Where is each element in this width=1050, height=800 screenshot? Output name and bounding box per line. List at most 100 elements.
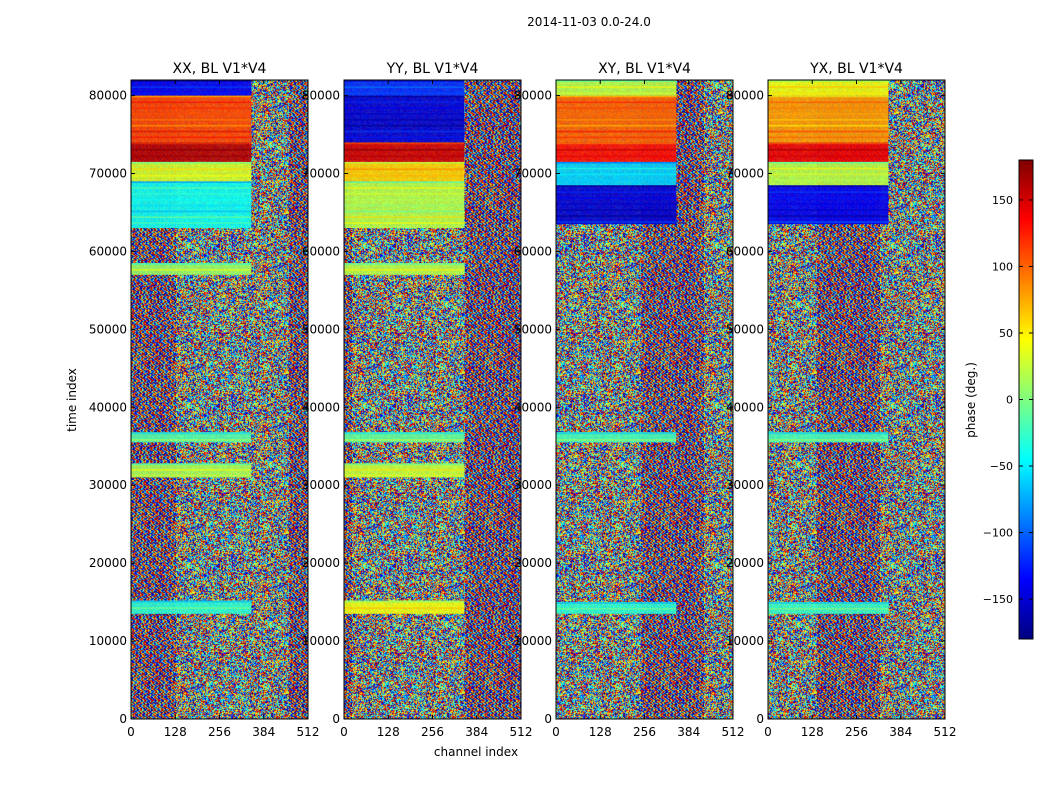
phase-band-stripe xyxy=(131,113,252,115)
phase-band-stripe xyxy=(131,148,252,151)
phase-band-stripe xyxy=(556,215,677,217)
colorbar-tick-label: 150 xyxy=(992,194,1013,207)
phase-band-stripe xyxy=(344,222,465,224)
phase-band xyxy=(131,161,252,182)
phase-band-stripe xyxy=(131,101,252,104)
y-tick-label: 10000 xyxy=(726,634,764,648)
phase-band-stripe xyxy=(556,118,677,121)
phase-band-stripe xyxy=(344,92,465,95)
phase-band-stripe xyxy=(131,268,252,271)
colorbar: 150 100 50 0 −50 −100 −150 xyxy=(983,159,1034,640)
panel-title: XY, BL V1*V4 xyxy=(598,61,691,77)
phase-band-stripe xyxy=(344,118,465,121)
phase-band-stripe xyxy=(131,118,252,121)
y-tick-label: 40000 xyxy=(302,400,340,414)
y-tick-label: 10000 xyxy=(89,634,127,648)
phase-band-stripe xyxy=(344,142,465,145)
phase-band-stripe xyxy=(131,161,252,164)
figure-suptitle: 2014-11-03 0.0-24.0 xyxy=(527,15,651,29)
phase-band-stripe xyxy=(768,215,889,217)
phase-band-stripe xyxy=(131,86,252,89)
y-tick-label: 20000 xyxy=(89,556,127,570)
x-tick-label: 128 xyxy=(589,725,612,739)
phase-band-stripe xyxy=(344,130,465,133)
phase-band xyxy=(131,95,252,143)
phase-band-stripe xyxy=(131,474,252,477)
y-tick-label: 50000 xyxy=(726,322,764,336)
phase-band-stripe xyxy=(131,136,252,139)
phase-band-stripe xyxy=(131,438,252,442)
colorbar-tick-label: 50 xyxy=(999,327,1013,340)
phase-band-stripe xyxy=(556,607,677,610)
y-tick-label: 50000 xyxy=(89,322,127,336)
phase-band-stripe xyxy=(131,174,252,177)
phase-band-stripe xyxy=(131,198,252,201)
y-tick-label: 30000 xyxy=(302,478,340,492)
phase-band-stripe xyxy=(768,179,889,182)
phase-band-stripe xyxy=(556,80,677,82)
panel-title: XX, BL V1*V4 xyxy=(173,61,267,77)
phase-band-stripe xyxy=(344,600,465,603)
phase-band xyxy=(344,142,465,162)
phase-band-stripe xyxy=(131,107,252,110)
y-tick-label: 10000 xyxy=(514,634,552,648)
x-tick-label: 512 xyxy=(934,725,957,739)
phase-band-stripe xyxy=(131,142,252,145)
y-tick-label: 70000 xyxy=(89,167,127,181)
phase-band xyxy=(768,432,889,443)
y-tick-label: 60000 xyxy=(726,244,764,258)
x-tick-label: 256 xyxy=(421,725,444,739)
y-tick-label: 60000 xyxy=(89,244,127,258)
y-tick-label: 30000 xyxy=(89,478,127,492)
x-tick-label: 128 xyxy=(164,725,187,739)
phase-band-stripe xyxy=(556,221,677,223)
phase-band xyxy=(556,432,677,443)
phase-band-stripe xyxy=(768,161,889,164)
colorbar-label: phase (deg.) xyxy=(964,362,978,438)
phase-band-stripe xyxy=(556,173,677,176)
y-tick-label: 70000 xyxy=(514,167,552,181)
phase-band-stripe xyxy=(768,155,889,158)
phase-band-stripe xyxy=(344,155,465,158)
phase-band-stripe xyxy=(131,155,252,158)
phase-band-stripe xyxy=(556,161,677,164)
phase-band-stripe xyxy=(344,216,465,219)
x-tick-label: 384 xyxy=(252,725,275,739)
phase-band-stripe xyxy=(344,438,465,442)
phase-band-stripe xyxy=(344,124,465,127)
y-tick-label: 80000 xyxy=(89,89,127,103)
colorbar-tick-label: 0 xyxy=(1006,394,1013,407)
phase-band-stripe xyxy=(344,432,465,435)
phase-band-stripe xyxy=(344,463,465,466)
y-tick-label: 60000 xyxy=(514,244,552,258)
phase-band-stripe xyxy=(768,185,889,187)
phase-band-stripe xyxy=(131,124,252,127)
panel-title: YY, BL V1*V4 xyxy=(386,61,479,77)
phase-band-stripe xyxy=(131,181,252,184)
colorbar-tick-label: −50 xyxy=(990,460,1013,473)
phase-band xyxy=(556,95,677,143)
phase-band xyxy=(768,142,889,162)
y-tick-label: 50000 xyxy=(514,322,552,336)
phase-band xyxy=(344,161,465,182)
phase-band-stripe xyxy=(768,95,889,98)
phase-band-stripe xyxy=(556,602,677,604)
phase-band-stripe xyxy=(768,221,889,223)
phase-band-stripe xyxy=(768,142,889,145)
phase-band xyxy=(556,602,677,614)
y-tick-label: 0 xyxy=(119,712,127,726)
phase-band-stripe xyxy=(131,168,252,171)
phase-band-stripe xyxy=(344,86,465,89)
x-tick-label: 0 xyxy=(764,725,772,739)
phase-band-stripe xyxy=(556,86,677,89)
y-tick-label: 0 xyxy=(756,712,764,726)
phase-band-stripe xyxy=(131,95,252,98)
y-tick-label: 40000 xyxy=(726,400,764,414)
x-axis-label: channel index xyxy=(434,745,518,759)
phase-band xyxy=(768,602,889,614)
phase-band-stripe xyxy=(344,474,465,477)
x-tick-label: 512 xyxy=(722,725,745,739)
phase-band-stripe xyxy=(768,432,889,435)
phase-band-stripe xyxy=(344,469,465,471)
